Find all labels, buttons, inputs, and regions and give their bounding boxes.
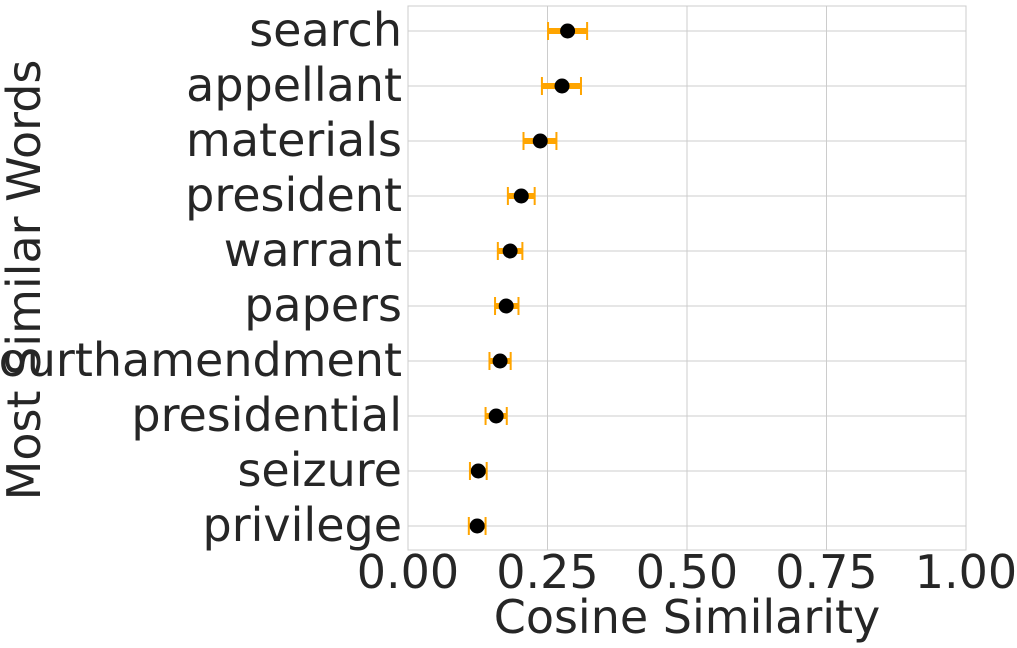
y-tick-label-seizure: seizure xyxy=(237,443,402,497)
grid xyxy=(407,6,967,550)
y-tick-label-fourthamendment: fourthamendment xyxy=(0,333,402,387)
y-tick-label-privilege: privilege xyxy=(203,498,402,552)
y-tick-label-papers: papers xyxy=(244,278,402,332)
x-tick-label: 0.75 xyxy=(775,545,877,599)
y-tick-label-presidential: presidential xyxy=(131,388,402,442)
y-tick-label-warrant: warrant xyxy=(224,223,402,277)
point-fourthamendment xyxy=(492,353,508,369)
plot-border xyxy=(407,5,967,551)
point-privilege xyxy=(469,518,485,534)
y-tick-label-search: search xyxy=(249,3,402,57)
x-axis-title: Cosine Similarity xyxy=(494,590,881,644)
point-seizure xyxy=(470,463,486,479)
y-tick-label-appellant: appellant xyxy=(186,58,402,112)
point-papers xyxy=(498,298,514,314)
point-appellant xyxy=(554,78,570,94)
point-presidential xyxy=(488,408,504,424)
y-tick-labels: searchappellantmaterialspresidentwarrant… xyxy=(0,3,402,552)
point-search xyxy=(560,23,576,39)
y-tick-label-president: president xyxy=(185,168,402,222)
points xyxy=(469,23,576,534)
point-materials xyxy=(532,133,548,149)
x-tick-label: 0.50 xyxy=(636,545,738,599)
x-tick-label: 0.00 xyxy=(357,545,459,599)
y-axis-title: Most Similar Words xyxy=(0,60,51,501)
y-tick-label-materials: materials xyxy=(186,113,402,167)
x-tick-label: 0.25 xyxy=(496,545,598,599)
x-tick-labels: 0.00 0.25 0.50 0.75 1.00 xyxy=(357,545,1017,599)
point-president xyxy=(513,188,529,204)
x-tick-label: 1.00 xyxy=(915,545,1017,599)
point-warrant xyxy=(502,243,518,259)
